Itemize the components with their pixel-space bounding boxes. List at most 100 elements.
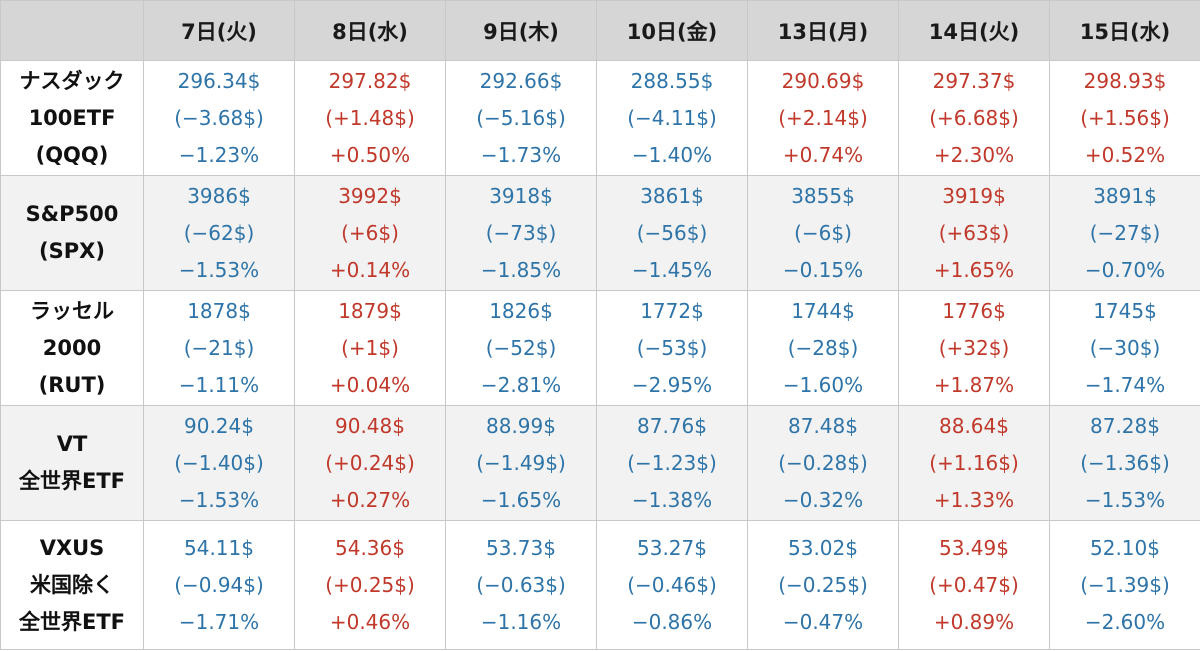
- cell-price: 88.64$: [939, 413, 1009, 438]
- cell-price: 297.37$: [932, 68, 1016, 93]
- cell-pct: −0.15%: [782, 257, 864, 282]
- header-date: 15日(水): [1049, 0, 1200, 61]
- header-date: 13日(月): [747, 0, 899, 61]
- price-cell: 54.36$ (+0.25$) +0.46%: [294, 520, 446, 650]
- cell-price: 3918$: [489, 183, 553, 208]
- price-cell: 297.82$ (+1.48$) +0.50%: [294, 60, 446, 176]
- cell-change: (−56$): [636, 220, 708, 245]
- table-row: VXUS 米国除く 全世界ETF 54.11$ (−0.94$) −1.71% 54.36$…: [0, 520, 1200, 650]
- cell-pct: +0.46%: [329, 609, 411, 634]
- cell-pct: +1.65%: [933, 257, 1015, 282]
- cell-price: 288.55$: [630, 68, 714, 93]
- price-cell: 52.10$ (−1.39$) −2.60%: [1049, 520, 1200, 650]
- cell-change: (+32$): [938, 335, 1010, 360]
- cell-pct: −0.86%: [631, 609, 713, 634]
- header-date: 8日(水): [294, 0, 446, 61]
- price-cell: 1826$ (−52$) −2.81%: [445, 290, 597, 406]
- header-date: 10日(金): [596, 0, 748, 61]
- cell-change: (−3.68$): [174, 105, 264, 130]
- cell-price: 297.82$: [328, 68, 412, 93]
- row-label: ナスダック 100ETF (QQQ): [0, 60, 144, 176]
- row-label: ラッセル 2000 (RUT): [0, 290, 144, 406]
- cell-price: 52.10$: [1090, 535, 1160, 560]
- row-label-line: ナスダック: [19, 68, 125, 93]
- cell-price: 53.27$: [637, 535, 707, 560]
- cell-change: (−1.40$): [174, 450, 264, 475]
- cell-pct: −1.71%: [178, 609, 260, 634]
- cell-pct: −1.23%: [178, 142, 260, 167]
- cell-pct: −1.38%: [631, 487, 713, 512]
- header-date: 7日(火): [143, 0, 295, 61]
- row-label-line: 2000: [42, 335, 102, 360]
- price-cell: 88.99$ (−1.49$) −1.65%: [445, 405, 597, 521]
- cell-price: 1772$: [640, 298, 704, 323]
- price-cell: 88.64$ (+1.16$) +1.33%: [898, 405, 1050, 521]
- cell-change: (−4.11$): [627, 105, 717, 130]
- cell-pct: −1.16%: [480, 609, 562, 634]
- row-label-line: VT: [56, 432, 88, 456]
- cell-pct: −1.45%: [631, 257, 713, 282]
- cell-change: (−1.39$): [1080, 572, 1170, 597]
- price-cell: 87.76$ (−1.23$) −1.38%: [596, 405, 748, 521]
- price-cell: 1744$ (−28$) −1.60%: [747, 290, 899, 406]
- price-cell: 3992$ (+6$) +0.14%: [294, 175, 446, 291]
- cell-change: (−53$): [636, 335, 708, 360]
- price-cell: 3861$ (−56$) −1.45%: [596, 175, 748, 291]
- cell-pct: +1.87%: [933, 372, 1015, 397]
- cell-change: (−5.16$): [476, 105, 566, 130]
- cell-price: 1744$: [791, 298, 855, 323]
- table-row: ナスダック 100ETF (QQQ) 296.34$ (−3.68$) −1.23% 297…: [0, 60, 1200, 176]
- cell-change: (−73$): [485, 220, 557, 245]
- header-corner: [0, 0, 144, 61]
- cell-pct: +0.89%: [933, 609, 1015, 634]
- cell-change: (+63$): [938, 220, 1010, 245]
- row-label-line: ラッセル: [30, 298, 114, 323]
- cell-change: (+2.14$): [778, 105, 868, 130]
- cell-pct: −1.85%: [480, 257, 562, 282]
- price-cell: 3891$ (−27$) −0.70%: [1049, 175, 1200, 291]
- price-cell: 1776$ (+32$) +1.87%: [898, 290, 1050, 406]
- cell-price: 292.66$: [479, 68, 563, 93]
- cell-price: 87.48$: [788, 413, 858, 438]
- cell-change: (−1.36$): [1080, 450, 1170, 475]
- price-cell: 54.11$ (−0.94$) −1.71%: [143, 520, 295, 650]
- cell-pct: +0.04%: [329, 372, 411, 397]
- cell-change: (+1.56$): [1080, 105, 1170, 130]
- cell-pct: −2.81%: [480, 372, 562, 397]
- cell-pct: +0.74%: [782, 142, 864, 167]
- cell-price: 1826$: [489, 298, 553, 323]
- cell-change: (−1.23$): [627, 450, 717, 475]
- cell-pct: +0.14%: [329, 257, 411, 282]
- price-cell: 53.49$ (+0.47$) +0.89%: [898, 520, 1050, 650]
- cell-price: 54.36$: [335, 535, 405, 560]
- cell-price: 296.34$: [177, 68, 261, 93]
- cell-price: 1745$: [1093, 298, 1157, 323]
- cell-change: (−0.25$): [778, 572, 868, 597]
- price-cell: 288.55$ (−4.11$) −1.40%: [596, 60, 748, 176]
- cell-price: 90.24$: [184, 413, 254, 438]
- cell-price: 87.76$: [637, 413, 707, 438]
- cell-price: 3855$: [791, 183, 855, 208]
- table-row: ラッセル 2000 (RUT) 1878$ (−21$) −1.11% 1879$ (+1$)…: [0, 290, 1200, 406]
- cell-pct: −2.60%: [1084, 609, 1166, 634]
- price-cell: 53.27$ (−0.46$) −0.86%: [596, 520, 748, 650]
- cell-pct: +0.27%: [329, 487, 411, 512]
- cell-pct: −2.95%: [631, 372, 713, 397]
- cell-price: 1879$: [338, 298, 402, 323]
- row-label-line: (SPX): [39, 239, 105, 263]
- cell-price: 87.28$: [1090, 413, 1160, 438]
- cell-change: (−21$): [183, 335, 255, 360]
- header-date: 14日(火): [898, 0, 1050, 61]
- row-label-line: 全世界ETF: [18, 609, 125, 634]
- cell-price: 3986$: [187, 183, 251, 208]
- cell-price: 90.48$: [335, 413, 405, 438]
- cell-change: (+0.25$): [325, 572, 415, 597]
- cell-change: (−28$): [787, 335, 859, 360]
- cell-pct: −1.53%: [1084, 487, 1166, 512]
- table-row: S&P500 (SPX) 3986$ (−62$) −1.53% 3992$ (+6$) +0…: [0, 175, 1200, 291]
- cell-change: (+0.24$): [325, 450, 415, 475]
- price-cell: 3986$ (−62$) −1.53%: [143, 175, 295, 291]
- cell-change: (−0.63$): [476, 572, 566, 597]
- row-label-line: VXUS: [39, 535, 105, 560]
